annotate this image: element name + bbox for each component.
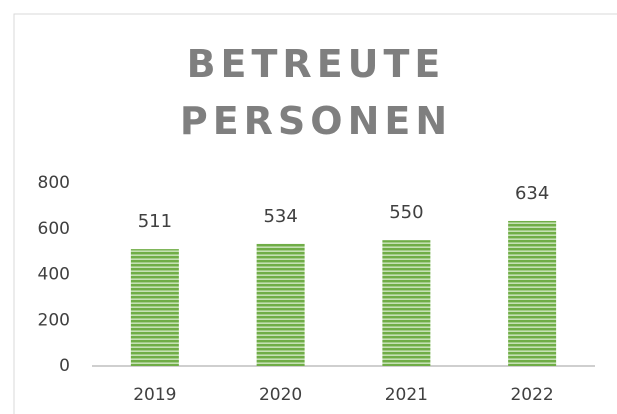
y-tick-label: 0 <box>59 356 70 376</box>
chart-title: BETREUTE PERSONEN <box>179 42 453 143</box>
bar <box>256 243 305 366</box>
x-tick-label: 2021 <box>385 385 428 405</box>
data-label: 550 <box>389 202 423 223</box>
bar <box>130 249 179 366</box>
x-tick-label: 2022 <box>510 385 553 405</box>
x-tick-label: 2020 <box>259 385 302 405</box>
data-label: 634 <box>515 183 549 204</box>
bar <box>508 220 557 366</box>
x-tick-label: 2019 <box>133 385 176 405</box>
bar <box>382 240 431 366</box>
data-label: 534 <box>263 206 297 227</box>
y-tick-label: 800 <box>38 173 70 193</box>
data-label: 511 <box>138 211 172 232</box>
y-tick-label: 600 <box>38 219 70 239</box>
chart-border <box>13 13 617 414</box>
y-tick-label: 200 <box>38 310 70 330</box>
y-tick-label: 400 <box>38 265 70 285</box>
